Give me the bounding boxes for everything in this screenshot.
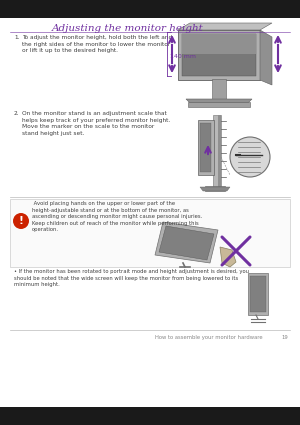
FancyBboxPatch shape <box>248 273 268 315</box>
Text: 1.: 1. <box>14 35 20 40</box>
Polygon shape <box>155 222 218 263</box>
Polygon shape <box>200 187 230 191</box>
Circle shape <box>230 137 270 177</box>
FancyBboxPatch shape <box>198 120 214 175</box>
Bar <box>213 115 221 187</box>
Text: On the monitor stand is an adjustment scale that
helps keep track of your prefer: On the monitor stand is an adjustment sc… <box>22 111 170 136</box>
Text: To adjust the monitor height, hold both the left and
the right sides of the moni: To adjust the monitor height, hold both … <box>22 35 172 53</box>
Polygon shape <box>220 247 236 267</box>
Text: 2.: 2. <box>14 111 20 116</box>
Text: • If the monitor has been rotated to portrait mode and height adjustment is desi: • If the monitor has been rotated to por… <box>14 269 249 287</box>
FancyBboxPatch shape <box>182 34 256 76</box>
FancyBboxPatch shape <box>178 30 260 80</box>
Text: Avoid placing hands on the upper or lower part of the
height-adjustable stand or: Avoid placing hands on the upper or lowe… <box>32 201 202 232</box>
Text: 140 mm: 140 mm <box>170 54 196 59</box>
Bar <box>212 79 226 99</box>
Polygon shape <box>260 30 272 85</box>
Bar <box>188 102 250 107</box>
Bar <box>0 407 300 425</box>
Polygon shape <box>159 226 214 260</box>
Circle shape <box>13 213 29 229</box>
FancyBboxPatch shape <box>250 276 266 312</box>
Text: Adjusting the monitor height: Adjusting the monitor height <box>52 24 204 33</box>
Text: !: ! <box>19 216 23 226</box>
FancyBboxPatch shape <box>200 123 211 172</box>
Bar <box>218 115 221 187</box>
Text: 19: 19 <box>281 335 288 340</box>
Polygon shape <box>186 99 252 103</box>
Bar <box>0 0 300 18</box>
Bar <box>10 199 290 267</box>
FancyBboxPatch shape <box>182 34 256 54</box>
Polygon shape <box>178 23 272 30</box>
Bar <box>205 186 225 191</box>
Text: How to assemble your monitor hardware: How to assemble your monitor hardware <box>155 335 262 340</box>
